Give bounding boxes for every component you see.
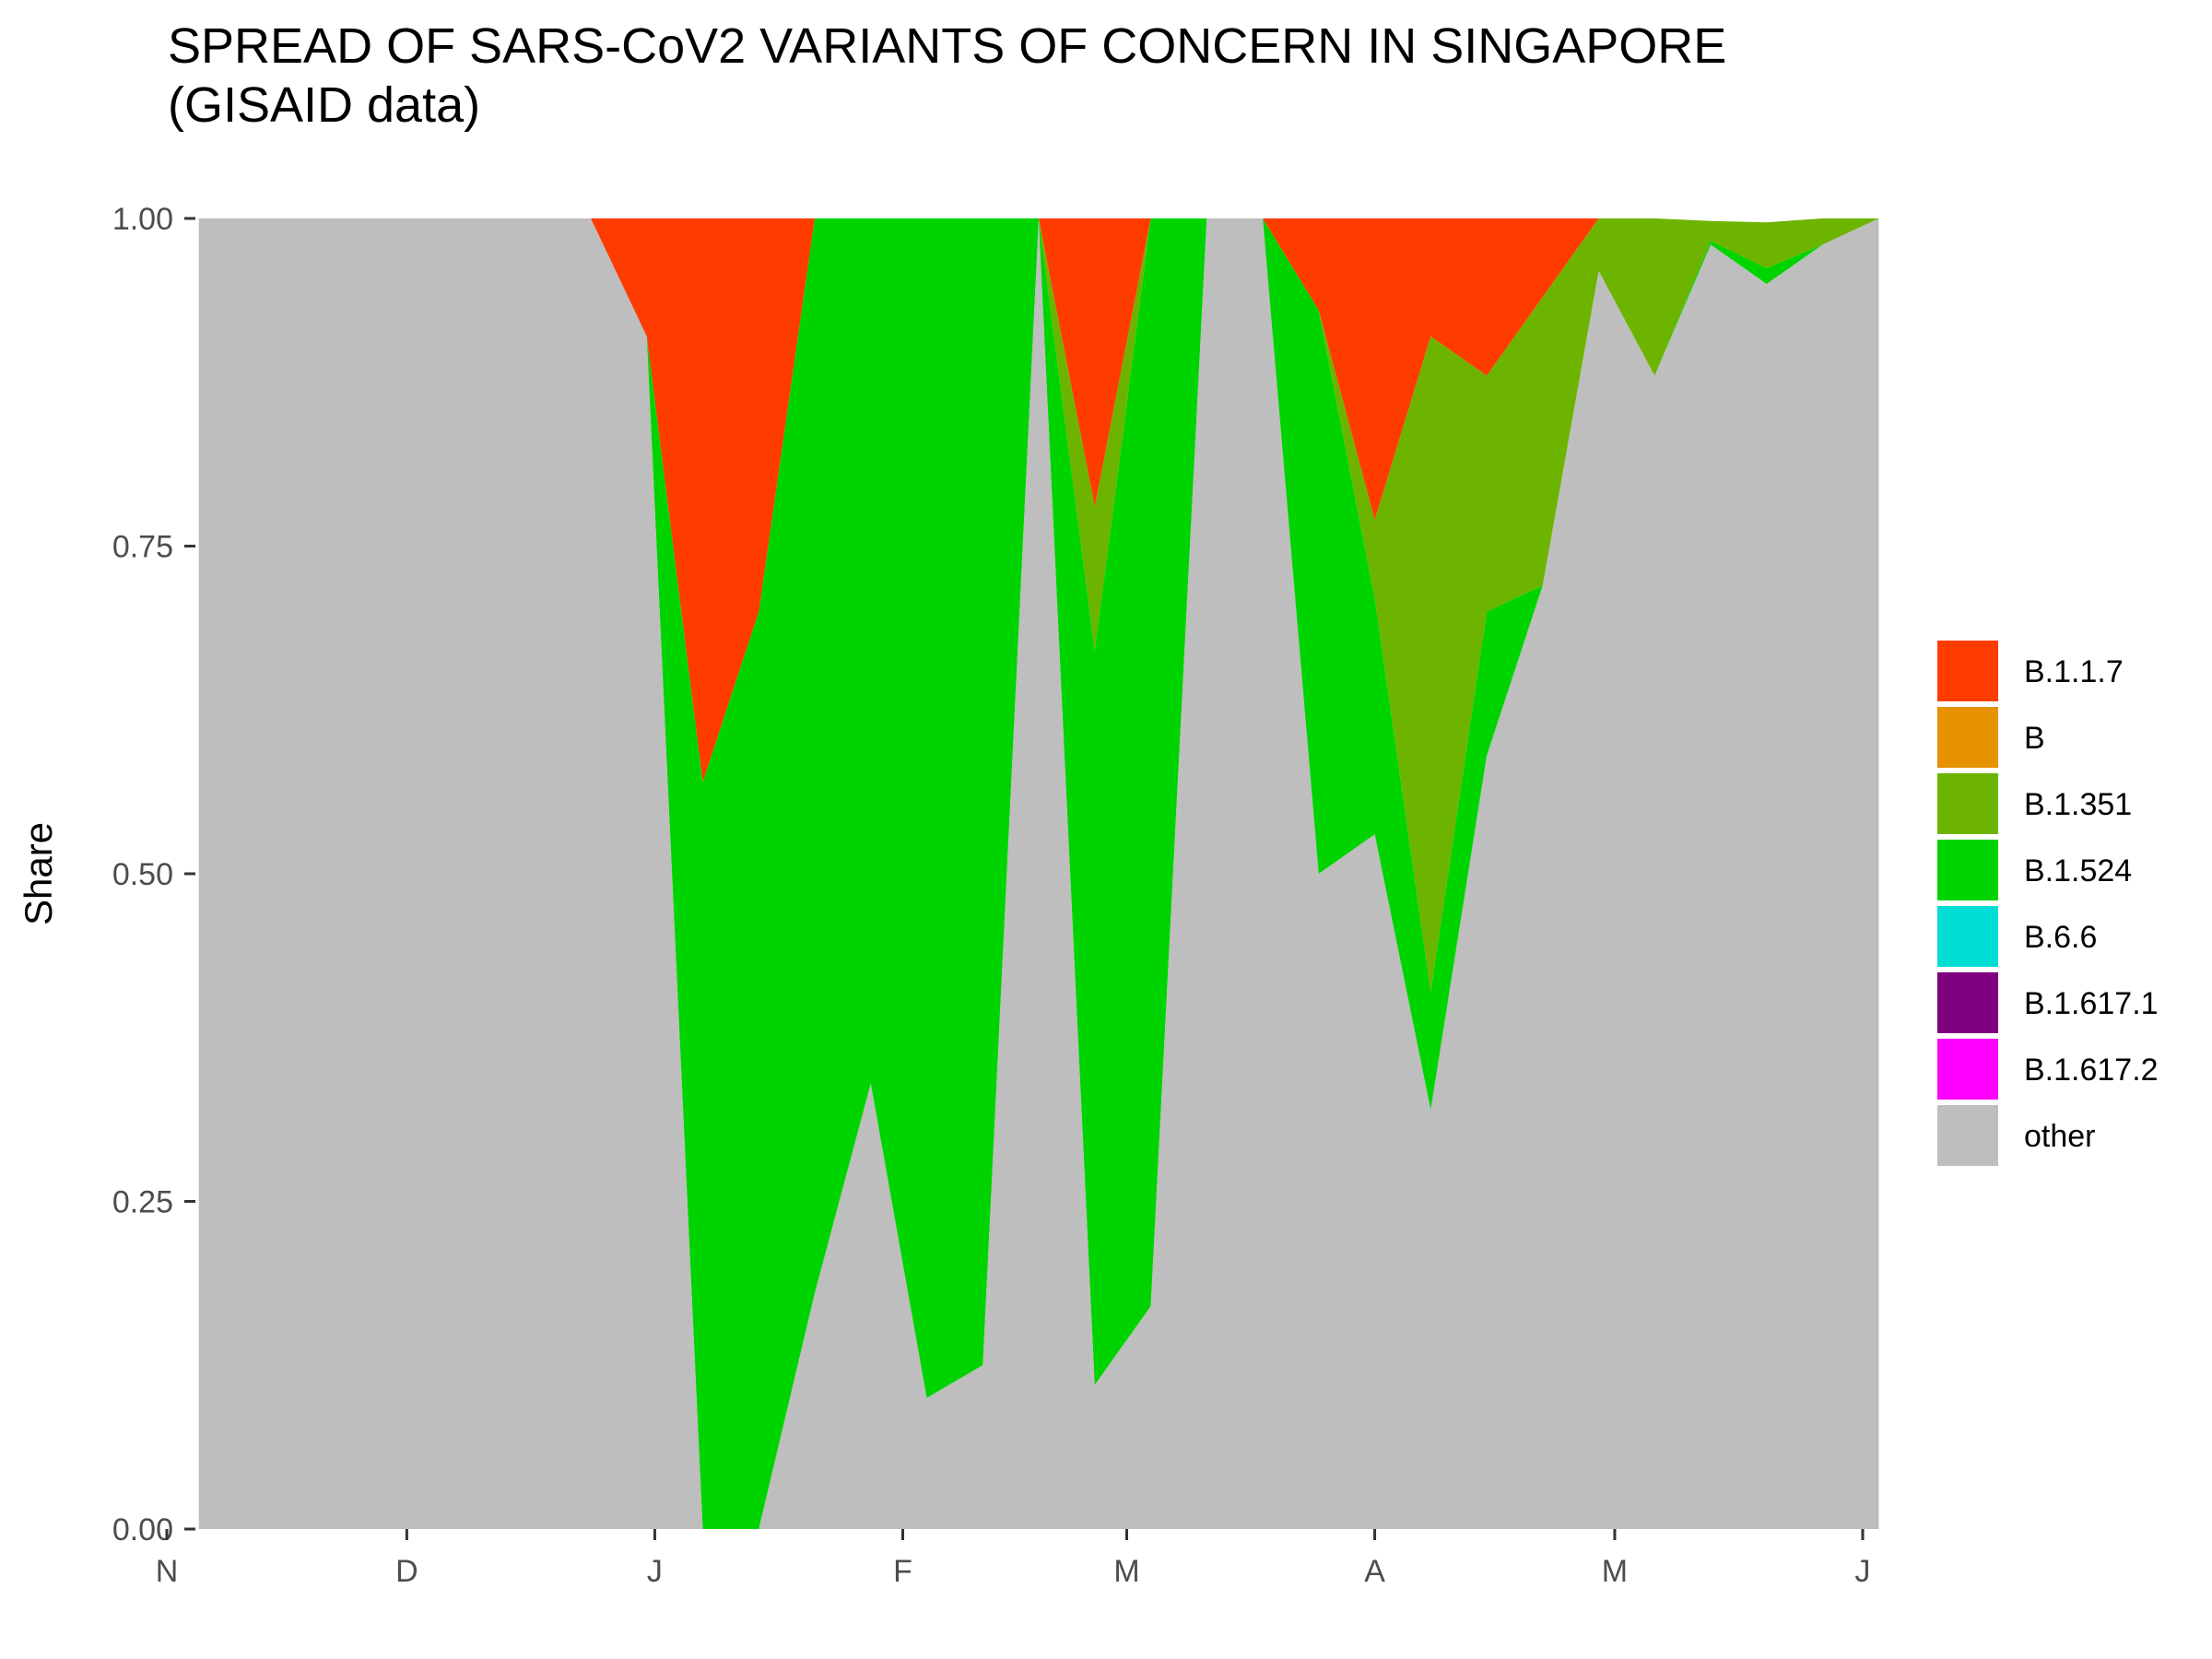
x-tick-label: M — [1602, 1554, 1628, 1589]
x-tick-label: D — [395, 1554, 418, 1589]
legend-swatch — [1937, 840, 1998, 900]
legend: B.1.1.7 B B.1.351 B.1.524 B.6.6 B.1.617.1 B.1.… — [1937, 641, 2159, 1166]
x-tick-label: J — [647, 1554, 663, 1589]
legend-swatch — [1937, 906, 1998, 967]
legend-swatch — [1937, 972, 1998, 1033]
y-tick-label: 0.50 — [112, 857, 173, 892]
legend-label: other — [2024, 1119, 2096, 1154]
legend-label: B.1.617.2 — [2024, 1053, 2159, 1088]
legend-label: B.1.524 — [2024, 853, 2132, 888]
area-layers — [198, 218, 1879, 1529]
y-tick-label: 0.00 — [112, 1512, 173, 1547]
y-tick-label: 1.00 — [112, 202, 173, 237]
x-tick-label: J — [1855, 1554, 1871, 1589]
area-other — [198, 218, 1879, 1529]
legend-swatch — [1937, 773, 1998, 834]
y-tick-label: 0.75 — [112, 530, 173, 565]
legend-label: B.1.617.1 — [2024, 986, 2159, 1021]
x-tick-label: M — [1113, 1554, 1139, 1589]
y-axis: 0.00 0.25 0.50 0.75 1.00 — [112, 202, 195, 1547]
chart-title-line1: SPREAD OF SARS-CoV2 VARIANTS OF CONCERN … — [168, 18, 1726, 74]
chart-title-line2: (GISAID data) — [168, 77, 480, 133]
legend-label: B.6.6 — [2024, 920, 2097, 955]
y-tick-label: 0.25 — [112, 1185, 173, 1220]
legend-swatch — [1937, 707, 1998, 768]
legend-label: B.1.1.7 — [2024, 654, 2124, 689]
area-b-1-351 — [198, 218, 1879, 992]
x-tick-label: N — [156, 1554, 179, 1589]
legend-swatch — [1937, 1039, 1998, 1100]
legend-swatch — [1937, 1105, 1998, 1166]
legend-label: B.1.351 — [2024, 787, 2132, 822]
legend-swatch — [1937, 641, 1998, 701]
x-tick-label: A — [1364, 1554, 1385, 1589]
legend-label: B — [2024, 721, 2045, 756]
y-axis-label: Share — [17, 822, 60, 925]
x-tick-label: F — [893, 1554, 912, 1589]
